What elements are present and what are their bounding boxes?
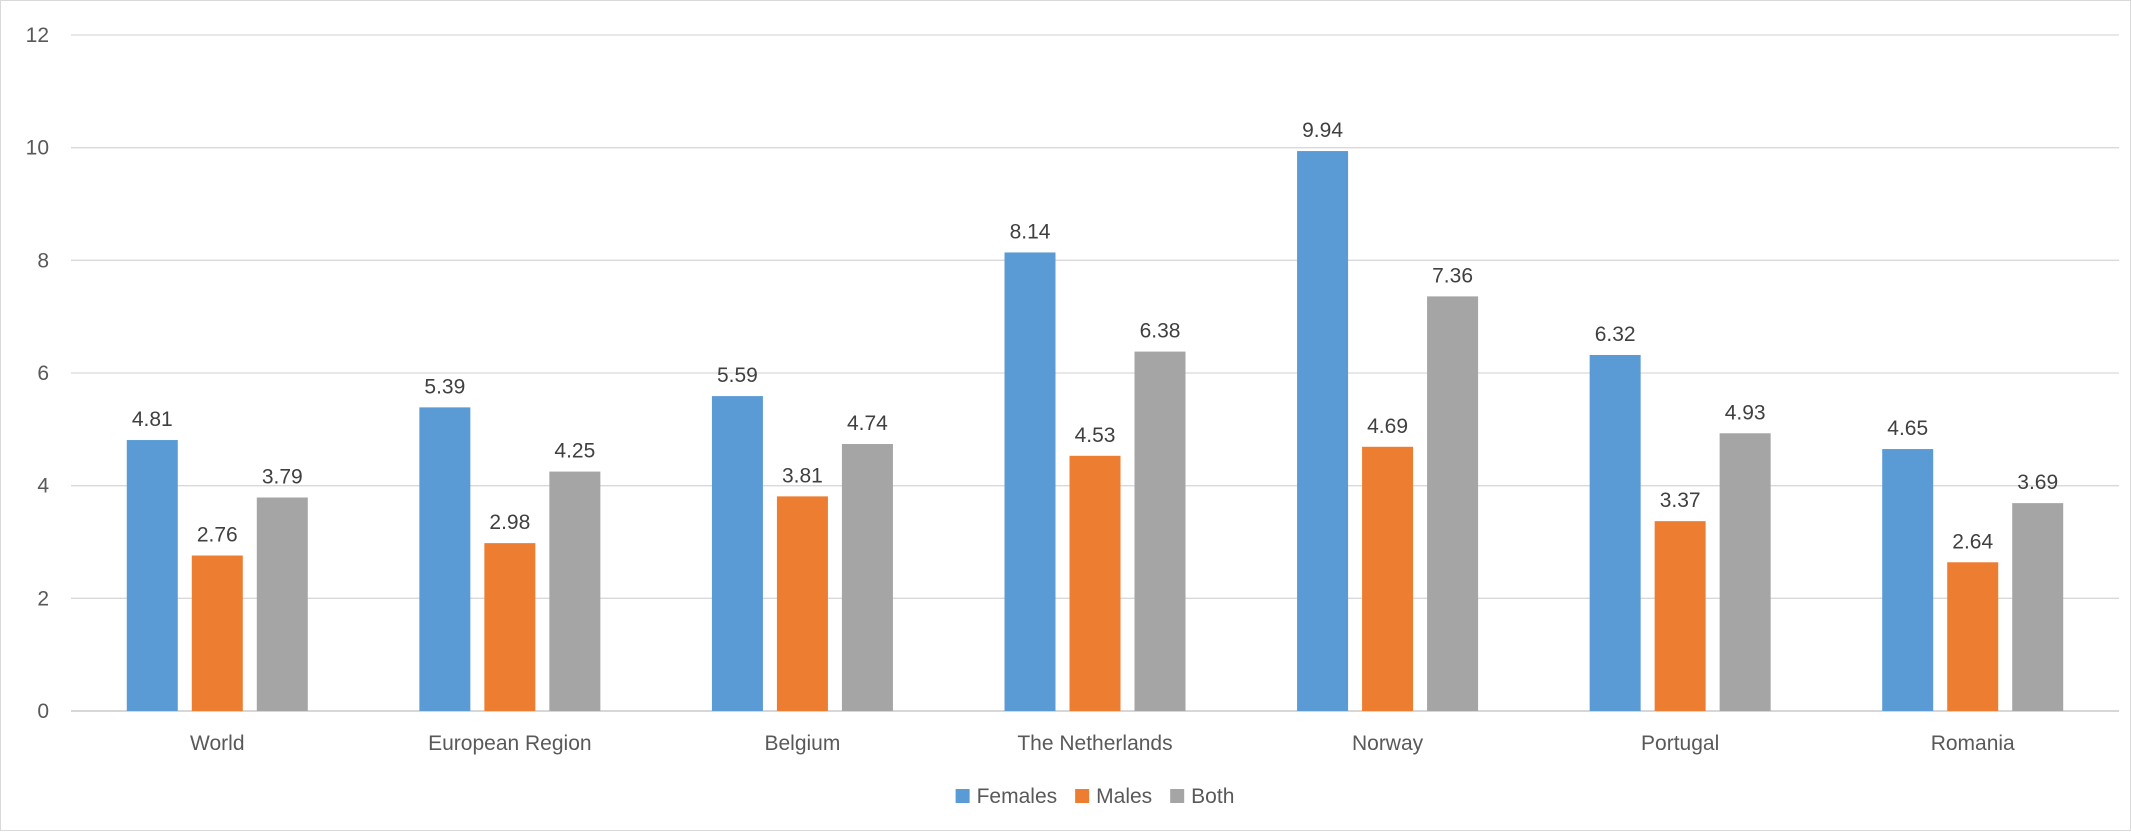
y-tick-label: 8 <box>37 249 49 272</box>
bar-females-romania <box>1882 449 1934 711</box>
x-category-label: Belgium <box>764 732 840 755</box>
x-category-label: Norway <box>1352 732 1424 755</box>
data-label: 4.65 <box>1887 417 1928 440</box>
bar-males-norway <box>1362 446 1414 711</box>
data-label: 2.98 <box>489 511 530 534</box>
legend-label-both: Both <box>1191 785 1234 808</box>
y-axis-tick-labels: 0 2 4 6 8 10 12 <box>26 24 50 723</box>
bar-females-world <box>126 440 178 711</box>
x-category-label: Romania <box>1931 732 2015 755</box>
bar-males-european-region <box>484 543 536 711</box>
data-label: 7.36 <box>1432 264 1473 287</box>
bar-males-the-netherlands <box>1069 455 1121 711</box>
y-tick-label: 6 <box>37 362 49 385</box>
data-label: 3.81 <box>782 464 823 487</box>
data-label: 8.14 <box>1010 220 1051 243</box>
data-label: 3.79 <box>262 465 303 488</box>
y-tick-label: 12 <box>26 24 49 47</box>
data-label: 2.64 <box>1952 530 1993 553</box>
bar-females-european-region <box>419 407 471 711</box>
bar-males-belgium <box>776 496 828 711</box>
x-category-label: Portugal <box>1641 732 1719 755</box>
data-labels: 4.81 2.76 3.79 5.39 2.98 4.25 5.59 3.81 4.74 8.14… <box>132 119 2058 553</box>
bar-males-world <box>191 555 243 711</box>
data-label: 5.59 <box>717 364 758 387</box>
bar-males-romania <box>1947 562 1999 711</box>
bar-both-romania <box>2012 503 2064 711</box>
bar-females-belgium <box>711 396 763 711</box>
legend-item-males[interactable]: Males <box>1075 785 1152 808</box>
data-label: 4.81 <box>132 408 173 431</box>
legend[interactable]: Females Males Both <box>955 785 1235 808</box>
bar-both-norway <box>1427 296 1479 711</box>
data-label: 9.94 <box>1302 119 1343 142</box>
legend-swatch-both <box>1170 789 1185 803</box>
legend-swatch-females <box>955 789 970 803</box>
data-label: 4.69 <box>1367 415 1408 438</box>
legend-item-females[interactable]: Females <box>955 785 1058 808</box>
x-category-label: The Netherlands <box>1017 732 1172 755</box>
y-tick-label: 4 <box>37 475 49 498</box>
x-category-label: World <box>190 732 244 755</box>
y-tick-label: 0 <box>37 700 49 723</box>
legend-label-females: Females <box>977 785 1058 808</box>
bar-females-norway <box>1297 151 1349 712</box>
bar-both-portugal <box>1719 433 1771 711</box>
bar-both-world <box>256 497 308 711</box>
data-label: 3.69 <box>2017 471 2058 494</box>
bar-females-portugal <box>1589 354 1641 711</box>
bar-both-european-region <box>549 471 601 711</box>
data-label: 4.74 <box>847 412 888 435</box>
legend-label-males: Males <box>1096 785 1152 808</box>
data-label: 6.38 <box>1140 320 1181 343</box>
legend-item-both[interactable]: Both <box>1170 785 1234 808</box>
x-category-label: European Region <box>428 732 591 755</box>
y-tick-label: 2 <box>37 587 49 610</box>
bars <box>126 151 2064 712</box>
data-label: 2.76 <box>197 524 238 547</box>
legend-swatch-males <box>1075 789 1090 803</box>
data-label: 6.32 <box>1595 323 1636 346</box>
data-label: 3.37 <box>1660 489 1701 512</box>
bar-females-the-netherlands <box>1004 252 1056 712</box>
bar-males-portugal <box>1654 521 1706 711</box>
y-tick-label: 10 <box>26 137 49 160</box>
data-label: 4.93 <box>1725 401 1766 424</box>
data-label: 5.39 <box>424 375 465 398</box>
x-axis-category-labels: World European Region Belgium The Netherlan… <box>190 732 2015 755</box>
bar-both-the-netherlands <box>1134 351 1186 711</box>
bar-both-belgium <box>841 443 893 711</box>
data-label: 4.53 <box>1075 424 1116 447</box>
data-label: 4.25 <box>554 440 595 463</box>
